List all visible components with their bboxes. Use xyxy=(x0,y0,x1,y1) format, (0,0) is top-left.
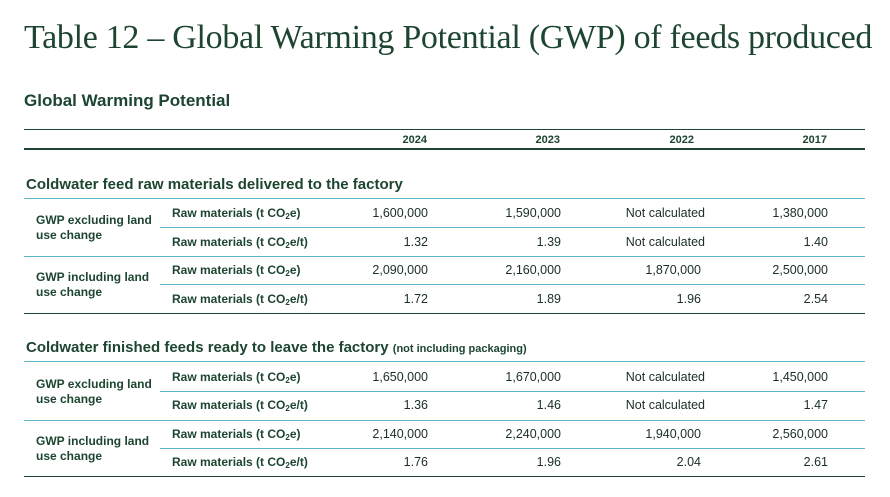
group-label: GWP excluding land use change xyxy=(36,377,152,406)
table-cell: 2,090,000 xyxy=(372,263,428,277)
year-header: 2017 xyxy=(802,134,827,146)
table-cell: 1.46 xyxy=(536,398,561,412)
table-cell: 1.96 xyxy=(676,292,701,306)
table-cell: 2,560,000 xyxy=(772,427,828,441)
table-cell: 2.04 xyxy=(676,455,701,469)
row-label: Raw materials (t CO2e) xyxy=(172,370,301,385)
table-cell: 1,600,000 xyxy=(372,206,428,220)
divider xyxy=(24,313,865,314)
year-header: 2024 xyxy=(402,134,427,146)
table-cell: 1.40 xyxy=(803,235,828,249)
section-note: (not including packaging) xyxy=(392,343,527,355)
table-cell: 1,940,000 xyxy=(645,427,701,441)
table-cell: 1,450,000 xyxy=(772,370,828,384)
group-label: GWP including land use change xyxy=(36,270,150,299)
row-label: Raw materials (t CO2e) xyxy=(172,427,301,442)
table-cell: 2.61 xyxy=(803,455,828,469)
table-cell: 1.47 xyxy=(803,398,828,412)
divider xyxy=(24,256,865,257)
table-cell: 1.32 xyxy=(403,235,428,249)
row-label: Raw materials (t CO2e/t) xyxy=(172,455,308,470)
year-header-row: 2024 2023 2022 2017 xyxy=(24,129,865,150)
page-title: Table 12 – Global Warming Potential (GWP… xyxy=(24,19,873,56)
table-cell: 1.89 xyxy=(536,292,561,306)
divider xyxy=(160,391,865,392)
table-subtitle: Global Warming Potential xyxy=(24,91,231,110)
group-label: GWP excluding land use change xyxy=(36,213,152,242)
section-title-text: Coldwater feed raw materials delivered t… xyxy=(26,176,403,193)
divider xyxy=(160,227,865,228)
table-cell: Not calculated xyxy=(625,235,705,249)
section-title: Coldwater feed raw materials delivered t… xyxy=(26,176,403,193)
table-cell: 1,380,000 xyxy=(772,206,828,220)
table-cell: Not calculated xyxy=(625,370,705,384)
table-cell: Not calculated xyxy=(625,206,705,220)
table-cell: 1.72 xyxy=(403,292,428,306)
divider xyxy=(160,448,865,449)
table-cell: 2.54 xyxy=(803,292,828,306)
year-header: 2022 xyxy=(669,134,694,146)
year-header: 2023 xyxy=(535,134,560,146)
divider xyxy=(24,361,865,362)
table-cell: 2,160,000 xyxy=(505,263,561,277)
row-label: Raw materials (t CO2e/t) xyxy=(172,235,308,250)
section-title-text: Coldwater finished feeds ready to leave … xyxy=(26,339,389,356)
table-cell: 2,500,000 xyxy=(772,263,828,277)
section-title: Coldwater finished feeds ready to leave … xyxy=(26,339,527,356)
table-cell: 1.76 xyxy=(403,455,428,469)
table-cell: 1.39 xyxy=(536,235,561,249)
table-cell: 2,240,000 xyxy=(505,427,561,441)
row-label: Raw materials (t CO2e/t) xyxy=(172,398,308,413)
table-cell: Not calculated xyxy=(625,398,705,412)
divider xyxy=(24,198,865,199)
row-label: Raw materials (t CO2e/t) xyxy=(172,292,308,307)
divider xyxy=(24,476,865,477)
table-cell: 1,650,000 xyxy=(372,370,428,384)
row-label: Raw materials (t CO2e) xyxy=(172,206,301,221)
row-label: Raw materials (t CO2e) xyxy=(172,263,301,278)
table-cell: 1,590,000 xyxy=(505,206,561,220)
table-cell: 1.36 xyxy=(403,398,428,412)
divider xyxy=(160,284,865,285)
table-cell: 1,870,000 xyxy=(645,263,701,277)
table-cell: 2,140,000 xyxy=(372,427,428,441)
divider xyxy=(24,420,865,421)
table-cell: 1.96 xyxy=(536,455,561,469)
table-cell: 1,670,000 xyxy=(505,370,561,384)
group-label: GWP including land use change xyxy=(36,434,150,463)
